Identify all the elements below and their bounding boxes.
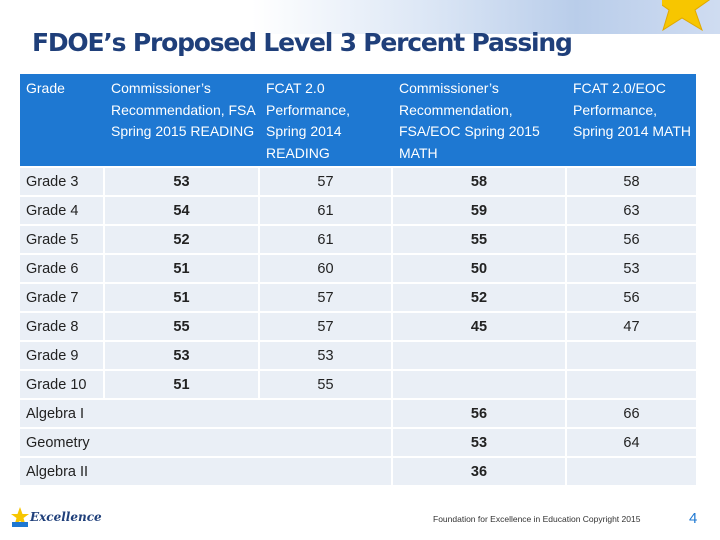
- grade-cell: Grade 3: [20, 168, 105, 195]
- fcat-math-cell: [567, 458, 696, 485]
- table-row: Grade 8 55 57 45 47: [20, 313, 696, 340]
- star-icon: [662, 0, 720, 32]
- fsa-reading-cell: 55: [105, 313, 260, 340]
- fcat-reading-cell: 53: [260, 342, 393, 369]
- table-row: Grade 4 54 61 59 63: [20, 197, 696, 224]
- fsa-math-cell: [393, 342, 567, 369]
- table-header-row: Grade Commissioner’s Recommendation, FSA…: [20, 74, 696, 166]
- foundation-logo: Excellence: [10, 506, 102, 530]
- table-row: Grade 5 52 61 55 56: [20, 226, 696, 253]
- passing-table: Grade Commissioner’s Recommendation, FSA…: [20, 72, 696, 487]
- fsa-reading-cell: 51: [105, 255, 260, 282]
- table-row: Grade 10 51 55: [20, 371, 696, 398]
- table-row: Grade 3 53 57 58 58: [20, 168, 696, 195]
- copyright-text: Foundation for Excellence in Education C…: [433, 514, 641, 524]
- fsa-reading-cell: 53: [105, 168, 260, 195]
- header-fcat-math: FCAT 2.0/EOC Performance, Spring 2014 MA…: [567, 74, 696, 166]
- grade-cell: Grade 5: [20, 226, 105, 253]
- fsa-math-cell: [393, 371, 567, 398]
- grade-cell: Grade 4: [20, 197, 105, 224]
- table-row: Algebra II 36: [20, 458, 696, 485]
- fsa-reading-cell: 51: [105, 371, 260, 398]
- logo-star-icon: [11, 507, 29, 527]
- grade-cell: Grade 10: [20, 371, 105, 398]
- grade-cell: Grade 6: [20, 255, 105, 282]
- fsa-math-cell: 59: [393, 197, 567, 224]
- grade-cell: Algebra I: [20, 400, 393, 427]
- fcat-math-cell: 63: [567, 197, 696, 224]
- header-fsa-math: Commissioner’s Recommendation, FSA/EOC S…: [393, 74, 567, 166]
- page-number: 4: [689, 510, 698, 527]
- grade-cell: Grade 8: [20, 313, 105, 340]
- header-fcat-reading: FCAT 2.0 Performance, Spring 2014 READIN…: [260, 74, 393, 166]
- header-fsa-reading: Commissioner’s Recommendation, FSA Sprin…: [105, 74, 260, 166]
- fcat-reading-cell: 57: [260, 313, 393, 340]
- table-row: Geometry 53 64: [20, 429, 696, 456]
- fsa-math-cell: 45: [393, 313, 567, 340]
- fcat-math-cell: 56: [567, 284, 696, 311]
- fcat-math-cell: 64: [567, 429, 696, 456]
- fcat-reading-cell: 61: [260, 197, 393, 224]
- grade-cell: Grade 9: [20, 342, 105, 369]
- fsa-reading-cell: 51: [105, 284, 260, 311]
- fsa-reading-cell: 54: [105, 197, 260, 224]
- table-row: Algebra I 56 66: [20, 400, 696, 427]
- fsa-math-cell: 55: [393, 226, 567, 253]
- page-title: FDOE’s Proposed Level 3 Percent Passing: [32, 28, 573, 57]
- fcat-math-cell: [567, 342, 696, 369]
- table-row: Grade 6 51 60 50 53: [20, 255, 696, 282]
- fcat-reading-cell: 57: [260, 284, 393, 311]
- fsa-math-cell: 50: [393, 255, 567, 282]
- fsa-math-cell: 36: [393, 458, 567, 485]
- fsa-math-cell: 56: [393, 400, 567, 427]
- logo-text: Excellence: [30, 510, 102, 524]
- table-row: Grade 7 51 57 52 56: [20, 284, 696, 311]
- header-band: [0, 0, 720, 34]
- header-grade: Grade: [20, 74, 105, 166]
- fcat-reading-cell: 60: [260, 255, 393, 282]
- fcat-math-cell: 56: [567, 226, 696, 253]
- fsa-reading-cell: 52: [105, 226, 260, 253]
- fcat-reading-cell: 57: [260, 168, 393, 195]
- fcat-math-cell: 66: [567, 400, 696, 427]
- fcat-reading-cell: 55: [260, 371, 393, 398]
- grade-cell: Geometry: [20, 429, 393, 456]
- fcat-math-cell: [567, 371, 696, 398]
- fcat-math-cell: 58: [567, 168, 696, 195]
- fcat-reading-cell: 61: [260, 226, 393, 253]
- fcat-math-cell: 53: [567, 255, 696, 282]
- fcat-math-cell: 47: [567, 313, 696, 340]
- table-row: Grade 9 53 53: [20, 342, 696, 369]
- fsa-math-cell: 58: [393, 168, 567, 195]
- grade-cell: Algebra II: [20, 458, 393, 485]
- fsa-reading-cell: 53: [105, 342, 260, 369]
- grade-cell: Grade 7: [20, 284, 105, 311]
- fsa-math-cell: 52: [393, 284, 567, 311]
- fsa-math-cell: 53: [393, 429, 567, 456]
